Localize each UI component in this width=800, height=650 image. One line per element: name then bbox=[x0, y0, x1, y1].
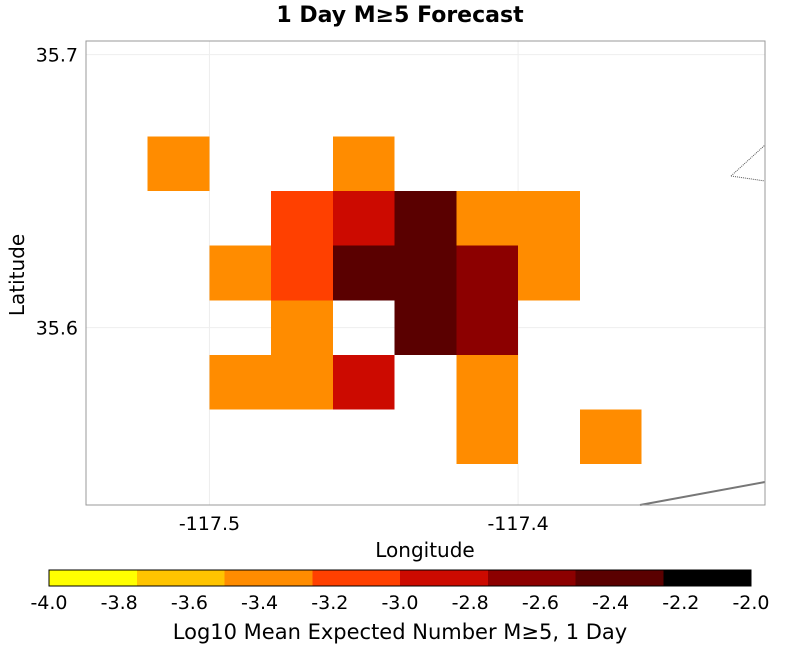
heatmap-cell bbox=[271, 300, 333, 355]
heatmap-cell bbox=[271, 245, 333, 301]
heatmap-cell bbox=[456, 354, 519, 410]
colorbar-tick-label: -3.2 bbox=[311, 592, 348, 614]
heatmap-cell bbox=[456, 300, 519, 355]
colorbar-band bbox=[224, 570, 313, 586]
y-tick-label: 35.6 bbox=[36, 318, 78, 340]
heatmap-cell bbox=[394, 191, 457, 246]
y-axis-label: Latitude bbox=[5, 234, 29, 316]
colorbar-band bbox=[49, 570, 138, 586]
colorbar-tick-label: -2.2 bbox=[662, 592, 699, 614]
heatmap-cell bbox=[456, 409, 519, 465]
colorbar-band bbox=[575, 570, 664, 586]
colorbar-tick-label: -3.4 bbox=[241, 592, 278, 614]
heatmap-cell bbox=[332, 354, 395, 410]
heatmap-cell bbox=[518, 191, 580, 246]
fault-lines bbox=[639, 144, 766, 506]
colorbar-tick-label: -2.6 bbox=[522, 592, 559, 614]
x-tick-label: -117.5 bbox=[179, 513, 240, 535]
y-tick-label: 35.7 bbox=[36, 45, 78, 67]
plot-frame bbox=[85, 40, 766, 506]
colorbar-band bbox=[487, 570, 576, 586]
heatmap-cell bbox=[209, 354, 272, 410]
fault-line-dotted bbox=[730, 175, 766, 182]
fault-line-dotted bbox=[730, 144, 766, 177]
heatmap-cell bbox=[332, 136, 395, 192]
heatmap-cell bbox=[579, 409, 642, 465]
colorbar-tick-label: -3.8 bbox=[101, 592, 138, 614]
heatmap-cell bbox=[456, 245, 519, 301]
colorbar-band bbox=[663, 570, 752, 586]
colorbar-tick-label: -2.4 bbox=[592, 592, 629, 614]
heatmap-cell bbox=[332, 191, 395, 246]
colorbar-tick-label: -4.0 bbox=[30, 592, 67, 614]
colorbar-tick-label: -2.0 bbox=[732, 592, 769, 614]
colorbar-tick-label: -3.6 bbox=[171, 592, 208, 614]
colorbar: -4.0 -3.8 -3.6 -3.4 -3.2 -3.0 -2.8 -2.6 -2.4 -2.2… bbox=[30, 569, 770, 614]
colorbar-tick-label: -3.0 bbox=[381, 592, 418, 614]
colorbar-tick-label: -2.8 bbox=[452, 592, 489, 614]
fault-line bbox=[639, 481, 766, 506]
heatmap-cell bbox=[147, 136, 210, 192]
colorbar-label: Log10 Mean Expected Number M≥5, 1 Day bbox=[173, 620, 627, 644]
colorbar-band bbox=[312, 570, 401, 586]
x-tick-labels: -117.5 -117.4 bbox=[179, 513, 549, 535]
heatmap-cell bbox=[518, 245, 580, 301]
heatmap-cell bbox=[332, 245, 395, 301]
heatmap-cell bbox=[271, 354, 333, 410]
x-tick-label: -117.4 bbox=[487, 513, 548, 535]
heatmap-cells bbox=[147, 136, 642, 465]
colorbar-band bbox=[136, 570, 225, 586]
colorbar-band bbox=[400, 570, 489, 586]
heatmap-cell bbox=[209, 245, 272, 301]
heatmap-cell bbox=[271, 191, 333, 246]
heatmap-cell bbox=[394, 300, 457, 355]
y-tick-labels: 35.6 35.7 bbox=[36, 45, 78, 340]
x-axis-label: Longitude bbox=[375, 538, 474, 562]
heatmap-cell bbox=[456, 191, 519, 246]
heatmap-cell bbox=[394, 245, 457, 301]
colorbar-frame bbox=[48, 569, 752, 587]
chart-title: 1 Day M≥5 Forecast bbox=[276, 3, 524, 28]
